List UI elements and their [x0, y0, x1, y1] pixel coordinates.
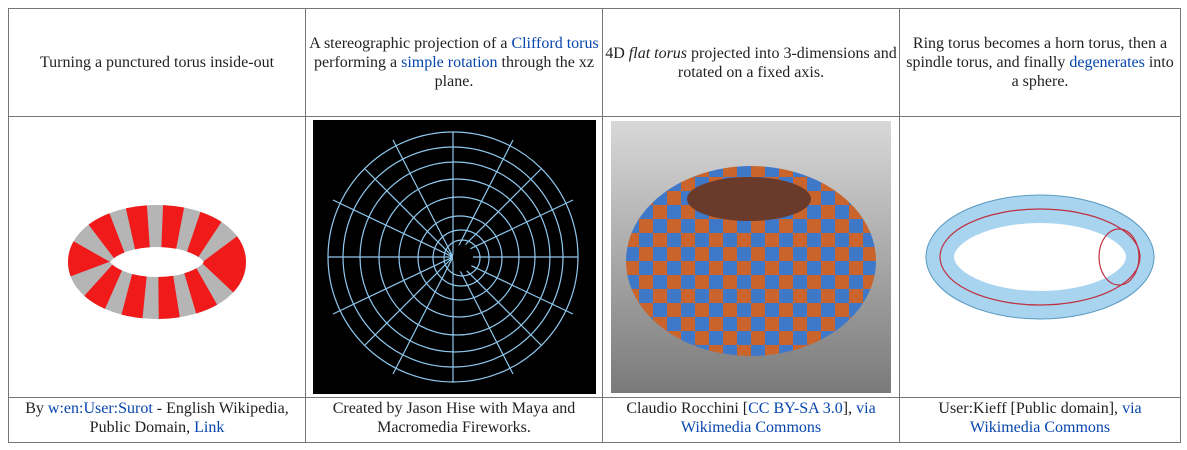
- caption-cell: 4D flat torus projected into 3-dimension…: [603, 9, 900, 117]
- caption-text: performing a: [314, 54, 401, 71]
- caption-text: projected into 3-dimensions and rotated …: [678, 45, 897, 81]
- image-cell: [900, 117, 1181, 398]
- credit-text: By: [25, 400, 48, 417]
- link[interactable]: degenerates: [1069, 54, 1145, 71]
- credit-cell: User:Kieff [Public domain], via Wikimedi…: [900, 398, 1181, 443]
- caption-text: A stereographic projection of a: [309, 35, 511, 52]
- credit-cell: Created by Jason Hise with Maya and Macr…: [306, 398, 603, 443]
- link[interactable]: w:en:User:Surot: [48, 400, 153, 417]
- striped-torus: [17, 122, 297, 392]
- link[interactable]: Clifford torus: [511, 35, 598, 52]
- link[interactable]: simple rotation: [401, 54, 497, 71]
- caption-row: Turning a punctured torus inside-out A s…: [9, 9, 1181, 117]
- credit-cell: By w:en:User:Surot - English Wikipedia, …: [9, 398, 306, 443]
- credit-text: Claudio Rocchini [: [626, 400, 748, 417]
- ring-torus: [905, 127, 1175, 387]
- clifford-torus: [313, 120, 596, 394]
- image-row: [9, 117, 1181, 398]
- link[interactable]: Link: [194, 419, 224, 436]
- caption-italic: flat torus: [629, 45, 687, 62]
- caption-cell: Turning a punctured torus inside-out: [9, 9, 306, 117]
- caption-cell: Ring torus becomes a horn torus, then a …: [900, 9, 1181, 117]
- credit-row: By w:en:User:Surot - English Wikipedia, …: [9, 398, 1181, 443]
- torus-table: Turning a punctured torus inside-out A s…: [8, 8, 1181, 443]
- credit-text: User:Kieff [Public domain],: [938, 400, 1122, 417]
- link[interactable]: CC BY-SA 3.0: [748, 400, 843, 417]
- page: Turning a punctured torus inside-out A s…: [0, 0, 1187, 450]
- caption-cell: A stereographic projection of a Clifford…: [306, 9, 603, 117]
- flat-torus: [611, 121, 891, 393]
- image-cell: [603, 117, 900, 398]
- caption-text: Turning a punctured torus inside-out: [40, 54, 274, 71]
- credit-text: ],: [843, 400, 856, 417]
- image-cell: [9, 117, 306, 398]
- credit-cell: Claudio Rocchini [CC BY-SA 3.0], via Wik…: [603, 398, 900, 443]
- credit-text: Created by Jason Hise with Maya and Macr…: [333, 400, 576, 436]
- image-cell: [306, 117, 603, 398]
- caption-text: 4D: [605, 45, 629, 62]
